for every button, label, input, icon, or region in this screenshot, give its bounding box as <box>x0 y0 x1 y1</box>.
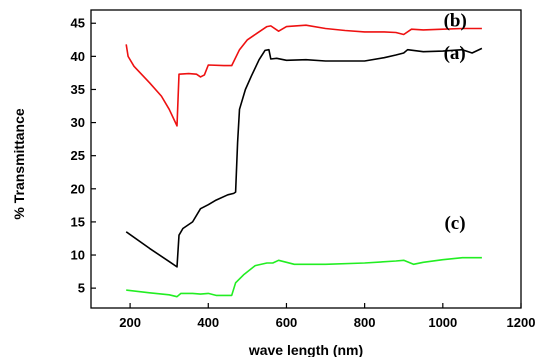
y-tick-label: 40 <box>71 49 85 64</box>
series-labels: (a) (b) (c) <box>444 10 467 234</box>
series-label-1: (a) <box>444 43 466 64</box>
y-tick-label: 20 <box>71 181 85 196</box>
y-tick-label: 30 <box>71 115 85 130</box>
series-label-2: (b) <box>444 10 467 31</box>
y-tick-label: 10 <box>71 248 85 263</box>
x-tick-label: 800 <box>354 315 376 330</box>
series-line-2 <box>125 24 482 127</box>
series-line-3 <box>126 256 482 298</box>
ticks: 200 400 600 800 1000 1200 5 10 15 20 25 30 35 40 45 <box>71 16 536 330</box>
y-tick-label: 15 <box>71 214 85 229</box>
x-tick-label: 600 <box>276 315 298 330</box>
y-tick-label: 5 <box>78 281 85 296</box>
y-tick-label: 25 <box>71 148 85 163</box>
x-axis-title: wave length (nm) <box>248 342 363 357</box>
series-label-3: (c) <box>444 213 465 234</box>
y-axis-title: % Transmittance <box>11 108 27 219</box>
x-tick-label: 1200 <box>507 315 536 330</box>
series-lines <box>125 24 483 298</box>
x-tick-label: 400 <box>197 315 219 330</box>
x-tick-label: 200 <box>119 315 141 330</box>
x-tick-label: 1000 <box>428 315 457 330</box>
y-tick-label: 35 <box>71 82 85 97</box>
series-line-1 <box>125 47 483 268</box>
y-tick-label: 45 <box>71 16 85 31</box>
plot-frame <box>90 9 522 309</box>
